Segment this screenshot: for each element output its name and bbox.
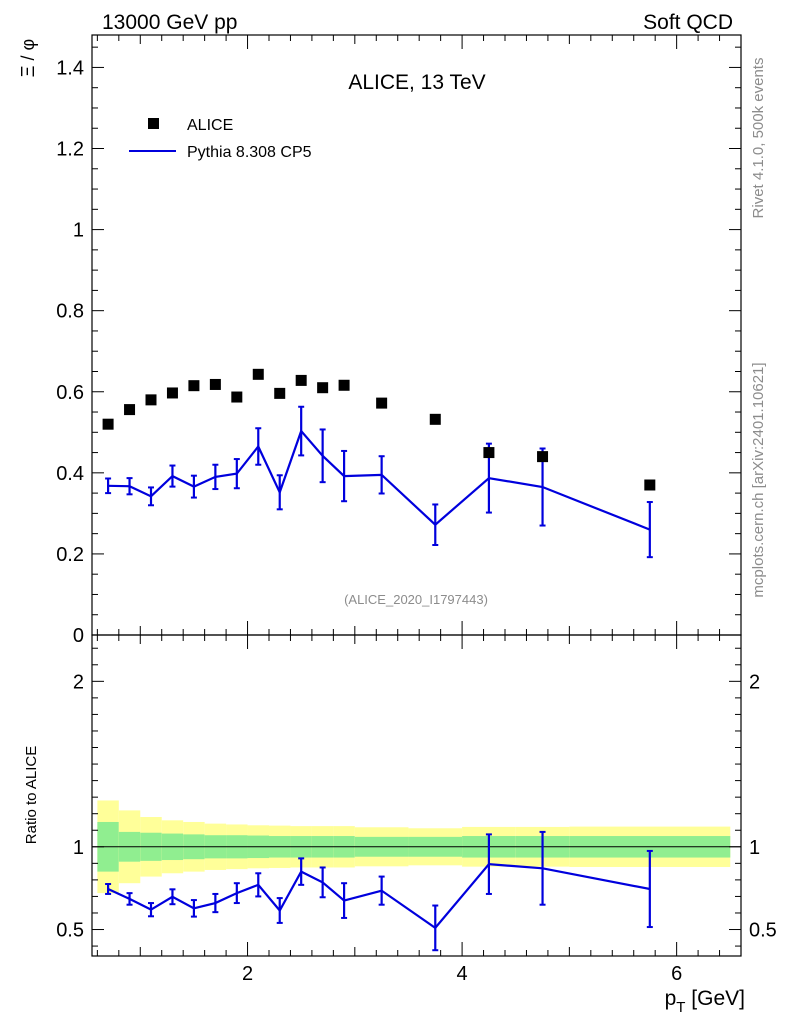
main-y-tick-label: 1: [73, 220, 84, 242]
ratio-y-tick-label: 0.5: [56, 920, 84, 942]
alice-data-point: [231, 391, 243, 403]
alice-data-point: [166, 387, 178, 399]
ratio-plot-marks: [92, 800, 741, 952]
ratio-y-tick-label-right: 1: [749, 837, 760, 859]
alice-data-point: [338, 379, 350, 391]
legend: ALICE Pythia 8.308 CP5: [129, 117, 312, 161]
main-y-tick-label: 0: [73, 625, 84, 647]
ratio-x-tick-label: 6: [671, 963, 682, 985]
legend-pythia-label: Pythia 8.308 CP5: [187, 144, 312, 161]
ratio-y-tick-label: 1: [73, 837, 84, 859]
ratio-x-tick-label: 4: [457, 963, 468, 985]
main-y-tick-label: 1.4: [56, 57, 84, 79]
main-y-tick-label: 0.8: [56, 301, 84, 323]
main-y-tick-label: 0.4: [56, 463, 84, 485]
main-plot-ticks: 0 0.2 0.4 0.6 0.8 1 1.2 1.4: [56, 35, 741, 647]
alice-data-point: [317, 382, 329, 394]
main-y-axis-label: Ξ / φ: [18, 39, 38, 77]
mcplots-credit-text: mcplots.cern.ch [arXiv:2401.10621]: [750, 362, 767, 597]
alice-data-point: [644, 479, 656, 491]
alice-data-point: [537, 451, 549, 463]
alice-data-point: [145, 394, 157, 406]
alice-data-point: [483, 447, 495, 459]
ratio-plot-ticks: 0.5 0.5 1 1 2 2 2 4 6: [56, 635, 777, 985]
alice-data-point: [252, 368, 264, 380]
rivet-version-text: Rivet 4.1.0, 500k events: [750, 58, 767, 219]
main-y-tick-label: 0.6: [56, 382, 84, 404]
ratio-y-tick-label: 2: [73, 671, 84, 693]
main-y-tick-label: 1.2: [56, 139, 84, 161]
ratio-y-tick-label-right: 0.5: [749, 920, 777, 942]
alice-data-point: [376, 397, 388, 409]
main-plot-marks: [102, 368, 656, 559]
ratio-y-axis-label: Ratio to ALICE: [23, 746, 40, 844]
ratio-series-line: [107, 863, 651, 930]
alice-data-point: [102, 418, 114, 430]
main-y-tick-label: 0.2: [56, 544, 84, 566]
ratio-plot-frame: [91, 634, 742, 957]
alice-data-point: [188, 380, 200, 392]
x-axis-label: pT [GeV]: [665, 987, 745, 1016]
main-plot-panel: 0 0.2 0.4 0.6 0.8 1 1.2 1.4 ALICE, 13 TeV (ALIC…: [18, 34, 742, 647]
pythia-series-line: [108, 428, 651, 531]
header-collision-label: 13000 GeV pp: [102, 11, 237, 34]
plot-title: ALICE, 13 TeV: [348, 71, 485, 94]
ratio-y-tick-label-right: 2: [749, 671, 760, 693]
ratio-plot-panel: 0.5 0.5 1 1 2 2 2 4 6 Ratio to ALICE pT [GeV]: [23, 634, 777, 1016]
alice-data-point: [274, 387, 286, 399]
alice-data-point: [295, 374, 307, 386]
legend-alice-label: ALICE: [187, 117, 233, 134]
analysis-id-label: (ALICE_2020_I1797443): [344, 592, 488, 607]
ratio-x-tick-label: 2: [242, 963, 253, 985]
alice-data-point: [429, 413, 441, 425]
legend-alice-marker: [148, 118, 159, 129]
alice-data-point: [209, 378, 221, 390]
alice-data-point: [124, 404, 136, 416]
header-category-label: Soft QCD: [643, 11, 733, 34]
